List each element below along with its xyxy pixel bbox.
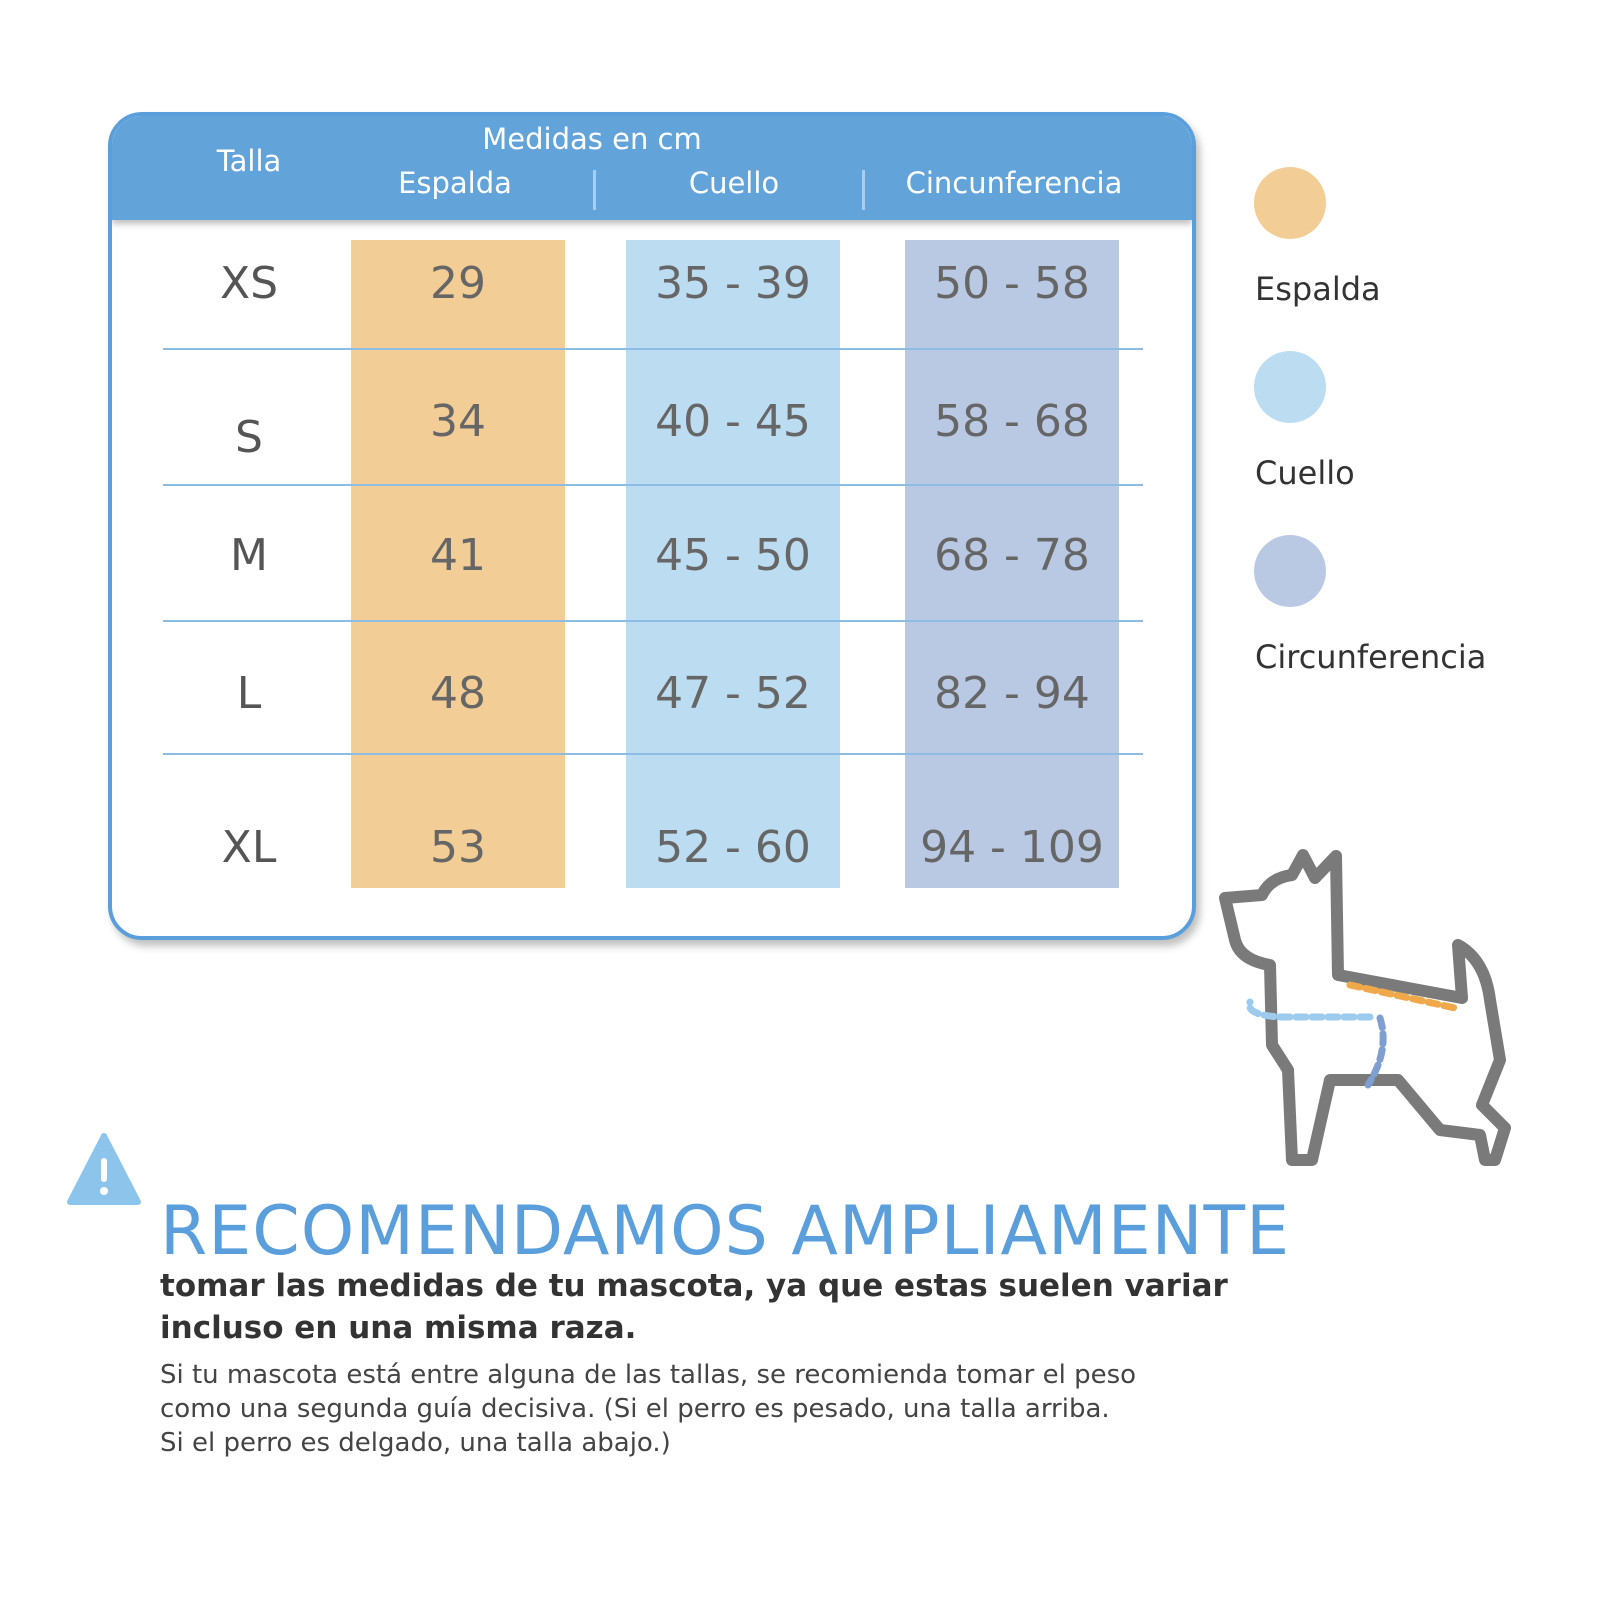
legend-espalda-label: Espalda xyxy=(1255,270,1381,308)
cell-espalda: 29 xyxy=(430,258,486,309)
cell-espalda: 34 xyxy=(430,396,486,447)
cell-cuello: 35 - 39 xyxy=(655,258,811,309)
cell-cuello: 52 - 60 xyxy=(655,822,811,873)
notice-subline-1: tomar las medidas de tu mascota, ya que … xyxy=(160,1268,1228,1304)
notice-subline-2: incluso en una misma raza. xyxy=(160,1310,637,1346)
cell-circ: 68 - 78 xyxy=(934,530,1090,581)
cell-espalda: 41 xyxy=(430,530,486,581)
notice-headline: RECOMENDAMOS AMPLIAMENTE xyxy=(160,1192,1291,1271)
row-divider xyxy=(163,484,1143,486)
notice-note-2: como una segunda guía decisiva. (Si el p… xyxy=(160,1394,1110,1424)
legend-espalda-swatch xyxy=(1254,167,1326,239)
cell-cuello: 40 - 45 xyxy=(655,396,811,447)
notice-note-3: Si el perro es delgado, una talla abajo.… xyxy=(160,1428,671,1458)
cell-size: M xyxy=(230,530,268,581)
header-cuello: Cuello xyxy=(688,166,780,200)
size-chart-table: Talla Medidas en cm Espalda Cuello Cincu… xyxy=(108,112,1196,940)
legend-cuello-label: Cuello xyxy=(1255,454,1355,492)
header-divider xyxy=(593,170,596,210)
row-divider xyxy=(163,753,1143,755)
header-talla: Talla xyxy=(216,144,282,178)
cell-cuello: 47 - 52 xyxy=(655,668,811,719)
notice-note-1: Si tu mascota está entre alguna de las t… xyxy=(160,1360,1137,1390)
table-header: Talla Medidas en cm Espalda Cuello Cincu… xyxy=(112,116,1192,220)
header-divider xyxy=(862,170,865,210)
cell-size: L xyxy=(236,668,262,719)
cell-size: XS xyxy=(219,258,279,309)
legend-circunferencia-label: Circunferencia xyxy=(1255,638,1487,676)
cell-circ: 50 - 58 xyxy=(934,258,1090,309)
warning-triangle-icon xyxy=(67,1133,141,1205)
legend-circunferencia-swatch xyxy=(1254,535,1326,607)
cell-circ: 82 - 94 xyxy=(934,668,1090,719)
row-divider xyxy=(163,620,1143,622)
cell-espalda: 48 xyxy=(430,668,486,719)
cell-cuello: 45 - 50 xyxy=(655,530,811,581)
cell-circ: 58 - 68 xyxy=(934,396,1090,447)
cell-circ: 94 - 109 xyxy=(920,822,1104,873)
header-espalda: Espalda xyxy=(398,166,512,200)
header-circunferencia: Cincunferencia xyxy=(905,166,1123,200)
legend-cuello-swatch xyxy=(1254,351,1326,423)
row-divider xyxy=(163,348,1143,350)
cell-espalda: 53 xyxy=(430,822,486,873)
cell-size: S xyxy=(235,412,263,463)
cell-size: XL xyxy=(221,822,277,873)
header-medidas: Medidas en cm xyxy=(482,122,702,156)
